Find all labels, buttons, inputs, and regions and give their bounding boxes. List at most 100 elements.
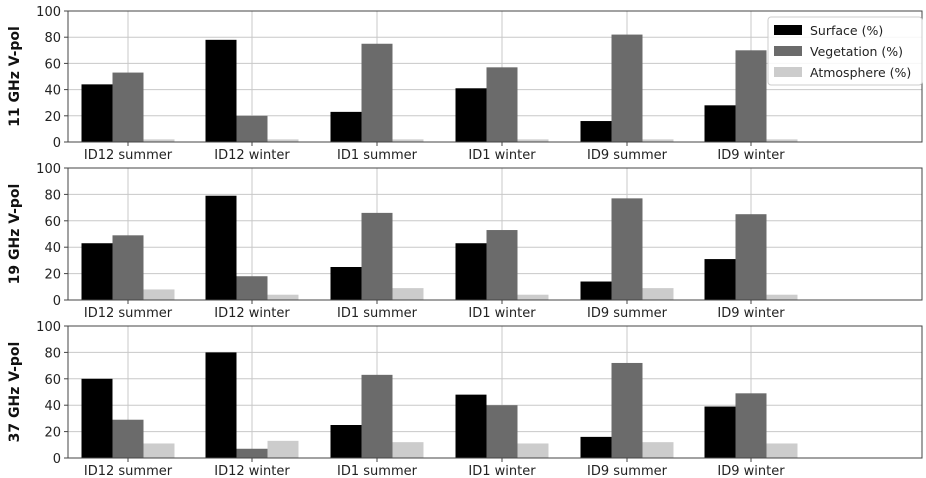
y-axis-label: 11 GHz V-pol — [7, 26, 23, 127]
bar-vegetation-1 — [236, 448, 268, 458]
y-tick-label: 40 — [44, 84, 61, 99]
legend-label: Surface (%) — [810, 23, 883, 38]
legend: Surface (%) Vegetation (%) Atmosphere (%) — [767, 16, 923, 86]
bar-surface-5 — [704, 105, 736, 142]
bar-surface-1 — [205, 352, 237, 458]
bar-atmosphere-2 — [392, 288, 424, 300]
bar-atmosphere-1 — [267, 139, 299, 142]
bar-surface-0 — [81, 84, 113, 142]
bar-surface-1 — [205, 39, 237, 142]
legend-label: Vegetation (%) — [810, 44, 903, 59]
y-tick-label: 0 — [53, 136, 61, 151]
bar-vegetation-4 — [611, 198, 643, 300]
bar-atmosphere-0 — [143, 443, 175, 458]
y-tick-label: 80 — [44, 188, 61, 203]
bar-vegetation-1 — [236, 115, 268, 142]
x-tick-label: ID9 winter — [717, 148, 785, 163]
y-tick-label: 60 — [44, 57, 61, 72]
bar-atmosphere-1 — [267, 294, 299, 300]
bar-atmosphere-5 — [766, 139, 798, 142]
y-tick-label: 60 — [44, 373, 61, 388]
bar-surface-4 — [580, 121, 612, 142]
x-tick-label: ID12 summer — [84, 464, 173, 478]
bar-atmosphere-2 — [392, 139, 424, 142]
bar-vegetation-0 — [112, 419, 144, 458]
y-tick-label: 80 — [44, 346, 61, 361]
bar-atmosphere-2 — [392, 442, 424, 458]
x-tick-label: ID12 summer — [84, 306, 173, 321]
bar-surface-5 — [704, 259, 736, 300]
bar-surface-3 — [455, 394, 487, 458]
x-tick-label: ID1 winter — [468, 148, 536, 163]
y-tick-label: 0 — [53, 452, 61, 467]
bar-vegetation-0 — [112, 235, 144, 300]
bar-vegetation-2 — [361, 43, 393, 142]
bar-vegetation-1 — [236, 276, 268, 300]
x-tick-label: ID9 summer — [587, 148, 668, 163]
y-tick-label: 40 — [44, 241, 61, 256]
bar-atmosphere-1 — [267, 440, 299, 458]
y-tick-label: 20 — [44, 110, 61, 125]
bar-atmosphere-3 — [517, 139, 549, 142]
bar-surface-0 — [81, 243, 113, 300]
bar-vegetation-2 — [361, 374, 393, 458]
x-tick-label: ID1 summer — [337, 148, 418, 163]
y-tick-label: 20 — [44, 426, 61, 441]
bar-vegetation-3 — [486, 230, 518, 300]
bar-surface-2 — [330, 267, 362, 300]
bar-vegetation-5 — [735, 50, 767, 142]
y-tick-label: 100 — [36, 5, 61, 20]
x-tick-label: ID1 winter — [468, 464, 536, 478]
bar-atmosphere-0 — [143, 289, 175, 300]
y-tick-label: 100 — [36, 162, 61, 177]
x-tick-label: ID1 summer — [337, 306, 418, 321]
bar-surface-5 — [704, 406, 736, 458]
bar-vegetation-4 — [611, 34, 643, 142]
x-tick-label: ID12 winter — [214, 148, 290, 163]
bar-vegetation-5 — [735, 393, 767, 458]
bar-vegetation-2 — [361, 212, 393, 300]
x-tick-label: ID9 winter — [717, 306, 785, 321]
bar-surface-2 — [330, 111, 362, 142]
legend-box — [767, 16, 923, 86]
bar-surface-2 — [330, 425, 362, 458]
bar-vegetation-3 — [486, 67, 518, 142]
panel-1: 0 20 40 60 80 100 ID12 summer ID12 winter ID1 su… — [7, 5, 923, 163]
y-tick-label: 80 — [44, 31, 61, 46]
bar-vegetation-5 — [735, 214, 767, 300]
bar-surface-3 — [455, 243, 487, 300]
x-tick-label: ID1 winter — [468, 306, 536, 321]
x-tick-label: ID9 summer — [587, 306, 668, 321]
axes-frame — [67, 167, 923, 301]
bar-surface-3 — [455, 88, 487, 142]
y-tick-label: 100 — [36, 320, 61, 335]
y-axis-label: 37 GHz V-pol — [7, 342, 23, 443]
bar-vegetation-4 — [611, 362, 643, 458]
bar-vegetation-0 — [112, 72, 144, 142]
bar-surface-1 — [205, 195, 237, 300]
x-tick-label: ID1 summer — [337, 464, 418, 478]
y-tick-label: 60 — [44, 215, 61, 230]
bar-atmosphere-4 — [642, 288, 674, 300]
x-tick-label: ID12 summer — [84, 148, 173, 163]
legend-label: Atmosphere (%) — [810, 65, 911, 80]
bar-surface-0 — [81, 378, 113, 458]
bar-surface-4 — [580, 436, 612, 458]
panel-3: 0 20 40 60 80 100 ID12 summer ID12 winter ID1 su… — [7, 320, 923, 478]
axes-frame — [67, 325, 923, 459]
y-tick-label: 20 — [44, 268, 61, 283]
bar-surface-4 — [580, 281, 612, 300]
legend-swatch — [774, 46, 802, 56]
bar-atmosphere-3 — [517, 294, 549, 300]
x-tick-label: ID9 winter — [717, 464, 785, 478]
x-tick-label: ID12 winter — [214, 306, 290, 321]
x-tick-label: ID12 winter — [214, 464, 290, 478]
bar-atmosphere-4 — [642, 442, 674, 458]
legend-swatch — [774, 67, 802, 77]
x-tick-label: ID9 summer — [587, 464, 668, 478]
bar-atmosphere-4 — [642, 139, 674, 142]
y-axis-label: 19 GHz V-pol — [7, 184, 23, 285]
panel-2: 0 20 40 60 80 100 ID12 summer ID12 winter ID1 su… — [7, 162, 923, 321]
bar-atmosphere-3 — [517, 443, 549, 458]
